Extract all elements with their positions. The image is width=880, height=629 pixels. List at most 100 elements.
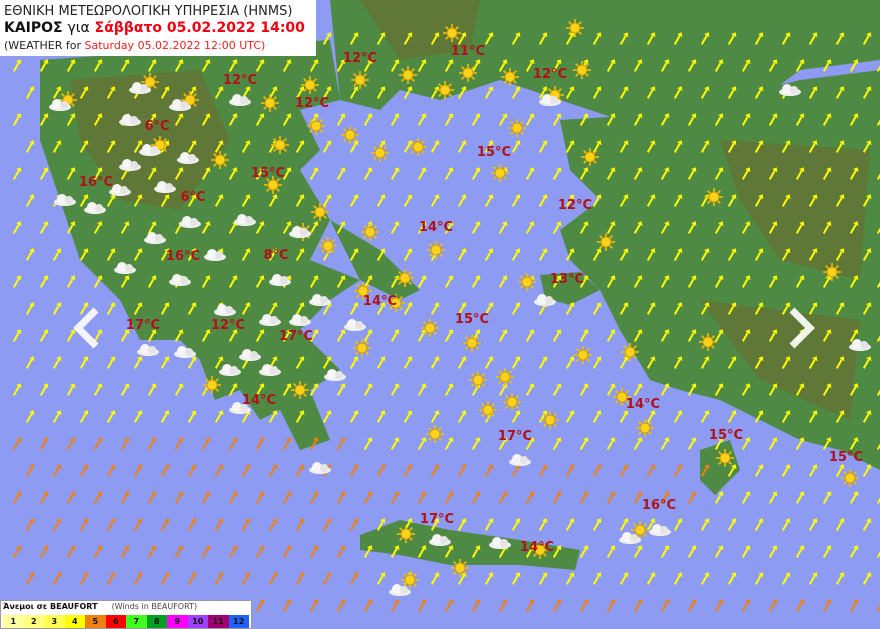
wind-arrow-icon (727, 140, 737, 153)
wind-arrow-icon (781, 248, 791, 261)
wind-arrow-icon (417, 599, 427, 612)
sun-icon (443, 24, 461, 42)
land-mountains (70, 0, 870, 420)
wind-arrow-icon (633, 275, 643, 288)
wind-arrow-icon (741, 545, 751, 558)
wind-arrow-icon (687, 599, 697, 612)
wind-arrow-icon (741, 437, 751, 450)
wind-arrow-icon (349, 194, 359, 207)
wind-arrow-icon (309, 545, 319, 558)
wind-arrow-icon (579, 491, 589, 504)
wind-arrow-icon (768, 59, 778, 72)
wind-arrow-icon (349, 464, 359, 477)
chevron-right-icon (789, 307, 815, 349)
wind-arrow-icon (579, 545, 589, 558)
wind-arrow-icon (79, 302, 89, 315)
wind-arrow-icon (646, 140, 656, 153)
temperature-label: 15°C (829, 450, 863, 465)
next-button[interactable] (782, 306, 818, 350)
wind-arrow-icon (727, 572, 737, 585)
wind-arrow-icon (12, 491, 22, 504)
wind-arrow-icon (309, 167, 319, 180)
cloud-icon (234, 214, 256, 226)
cloud-icon (219, 364, 241, 376)
wind-arrow-icon (606, 437, 616, 450)
wind-arrow-icon (174, 59, 184, 72)
wind-arrow-icon (133, 356, 143, 369)
wind-arrow-icon (363, 113, 373, 126)
temperature-label: 11°C (451, 44, 485, 59)
wind-arrow-icon (255, 383, 265, 396)
wind-arrow-icon (822, 113, 832, 126)
wind-arrow-icon (201, 329, 211, 342)
wind-arrow-icon (673, 410, 683, 423)
wind-arrow-icon (282, 599, 292, 612)
wind-arrow-icon (552, 545, 562, 558)
wind-arrow-icon (633, 383, 643, 396)
wind-arrow-icon (754, 464, 764, 477)
cloud-icon (169, 274, 191, 286)
temperature-label: 12°C (211, 318, 245, 333)
wind-arrow-icon (525, 545, 535, 558)
previous-button[interactable] (70, 306, 106, 350)
wind-arrow-icon (714, 113, 724, 126)
cloud-icon (259, 314, 281, 326)
wind-arrow-icon (511, 248, 521, 261)
sun-icon (409, 138, 427, 156)
wind-arrow-icon (565, 572, 575, 585)
temperature-label: 14°C (626, 397, 660, 412)
wind-arrow-icon (376, 194, 386, 207)
wind-arrow-icon (741, 329, 751, 342)
wind-arrow-icon (228, 437, 238, 450)
wind-arrow-icon (808, 194, 818, 207)
wind-arrow-icon (430, 572, 440, 585)
wind-arrow-icon (795, 59, 805, 72)
cloud-icon (289, 226, 311, 238)
wind-arrow-icon (39, 221, 49, 234)
wind-arrow-icon (484, 572, 494, 585)
wind-arrow-icon (768, 329, 778, 342)
wind-arrow-icon (565, 518, 575, 531)
wind-arrow-icon (849, 437, 859, 450)
wind-arrow-icon (214, 356, 224, 369)
wind-arrow-icon (214, 464, 224, 477)
wind-arrow-icon (363, 491, 373, 504)
wind-arrow-icon (592, 356, 602, 369)
wind-arrow-icon (444, 545, 454, 558)
wind-arrow-icon (363, 275, 373, 288)
sun-icon (271, 136, 289, 154)
sun-icon (597, 233, 615, 251)
wind-arrow-icon (876, 602, 880, 612)
wind-arrow-icon (795, 599, 805, 612)
wind-arrow-icon (295, 518, 305, 531)
wind-arrow-icon (336, 545, 346, 558)
wind-arrow-icon (228, 113, 238, 126)
wind-arrow-icon (309, 383, 319, 396)
temperature-label: 12°C (558, 198, 592, 213)
wind-arrow-icon (714, 59, 724, 72)
wind-arrow-icon (781, 518, 791, 531)
wind-arrow-icon (174, 113, 184, 126)
wind-arrow-icon (255, 491, 265, 504)
weather-label: ΚΑΙΡΟΣ (4, 20, 63, 36)
wind-arrow-icon (376, 464, 386, 477)
cloud-icon (259, 364, 281, 376)
wind-arrow-icon (606, 545, 616, 558)
wind-arrow-icon (336, 221, 346, 234)
beaufort-level-12: 12 (228, 615, 249, 628)
wind-arrow-icon (592, 572, 602, 585)
wind-arrow-icon (93, 491, 103, 504)
wind-arrow-icon (349, 86, 359, 99)
wind-arrow-icon (484, 464, 494, 477)
cloud-icon (177, 152, 199, 164)
wind-arrow-icon (282, 383, 292, 396)
wind-arrow-icon (133, 410, 143, 423)
wind-arrow-icon (93, 545, 103, 558)
wind-arrow-icon (700, 410, 710, 423)
for-label: για (67, 20, 90, 36)
sun-icon (459, 64, 477, 82)
wind-arrow-icon (579, 113, 589, 126)
wind-arrow-icon (174, 437, 184, 450)
wind-arrow-icon (660, 599, 670, 612)
wind-arrow-icon (538, 140, 548, 153)
